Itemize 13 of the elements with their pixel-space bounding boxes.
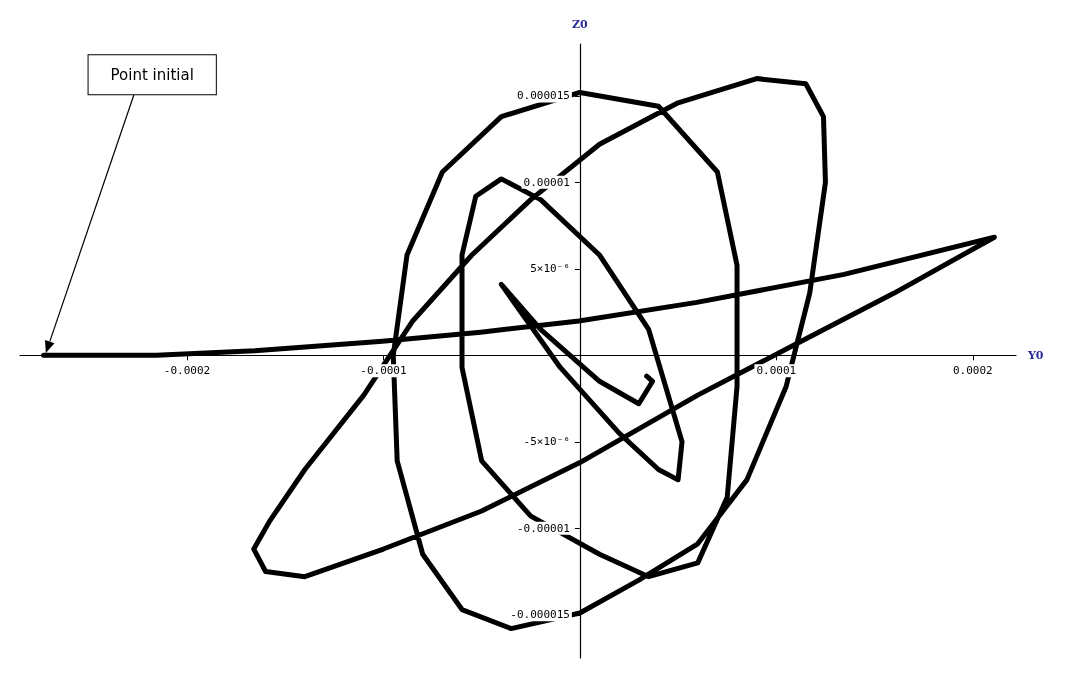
x-axis-title: Y0: [1027, 348, 1044, 362]
y-tick-label: -5×10⁻⁶: [523, 435, 570, 449]
y-tick-label: 5×10⁻⁶: [530, 262, 570, 276]
y-axis-title: Z0: [572, 18, 589, 31]
y-tick-label: -0.000015: [510, 608, 570, 622]
annotation: Point initial: [110, 65, 194, 84]
y-tick-label: -0.00001: [516, 521, 570, 535]
y-tick-label: 0.00001: [523, 175, 570, 189]
x-tick-label: 0.0002: [952, 364, 993, 378]
x-tick-label: -0.0001: [360, 364, 407, 378]
y-tick-label: 0.000015: [516, 89, 570, 103]
x-tick-label: 0.0001: [756, 364, 797, 378]
x-tick-label: -0.0002: [163, 364, 211, 378]
